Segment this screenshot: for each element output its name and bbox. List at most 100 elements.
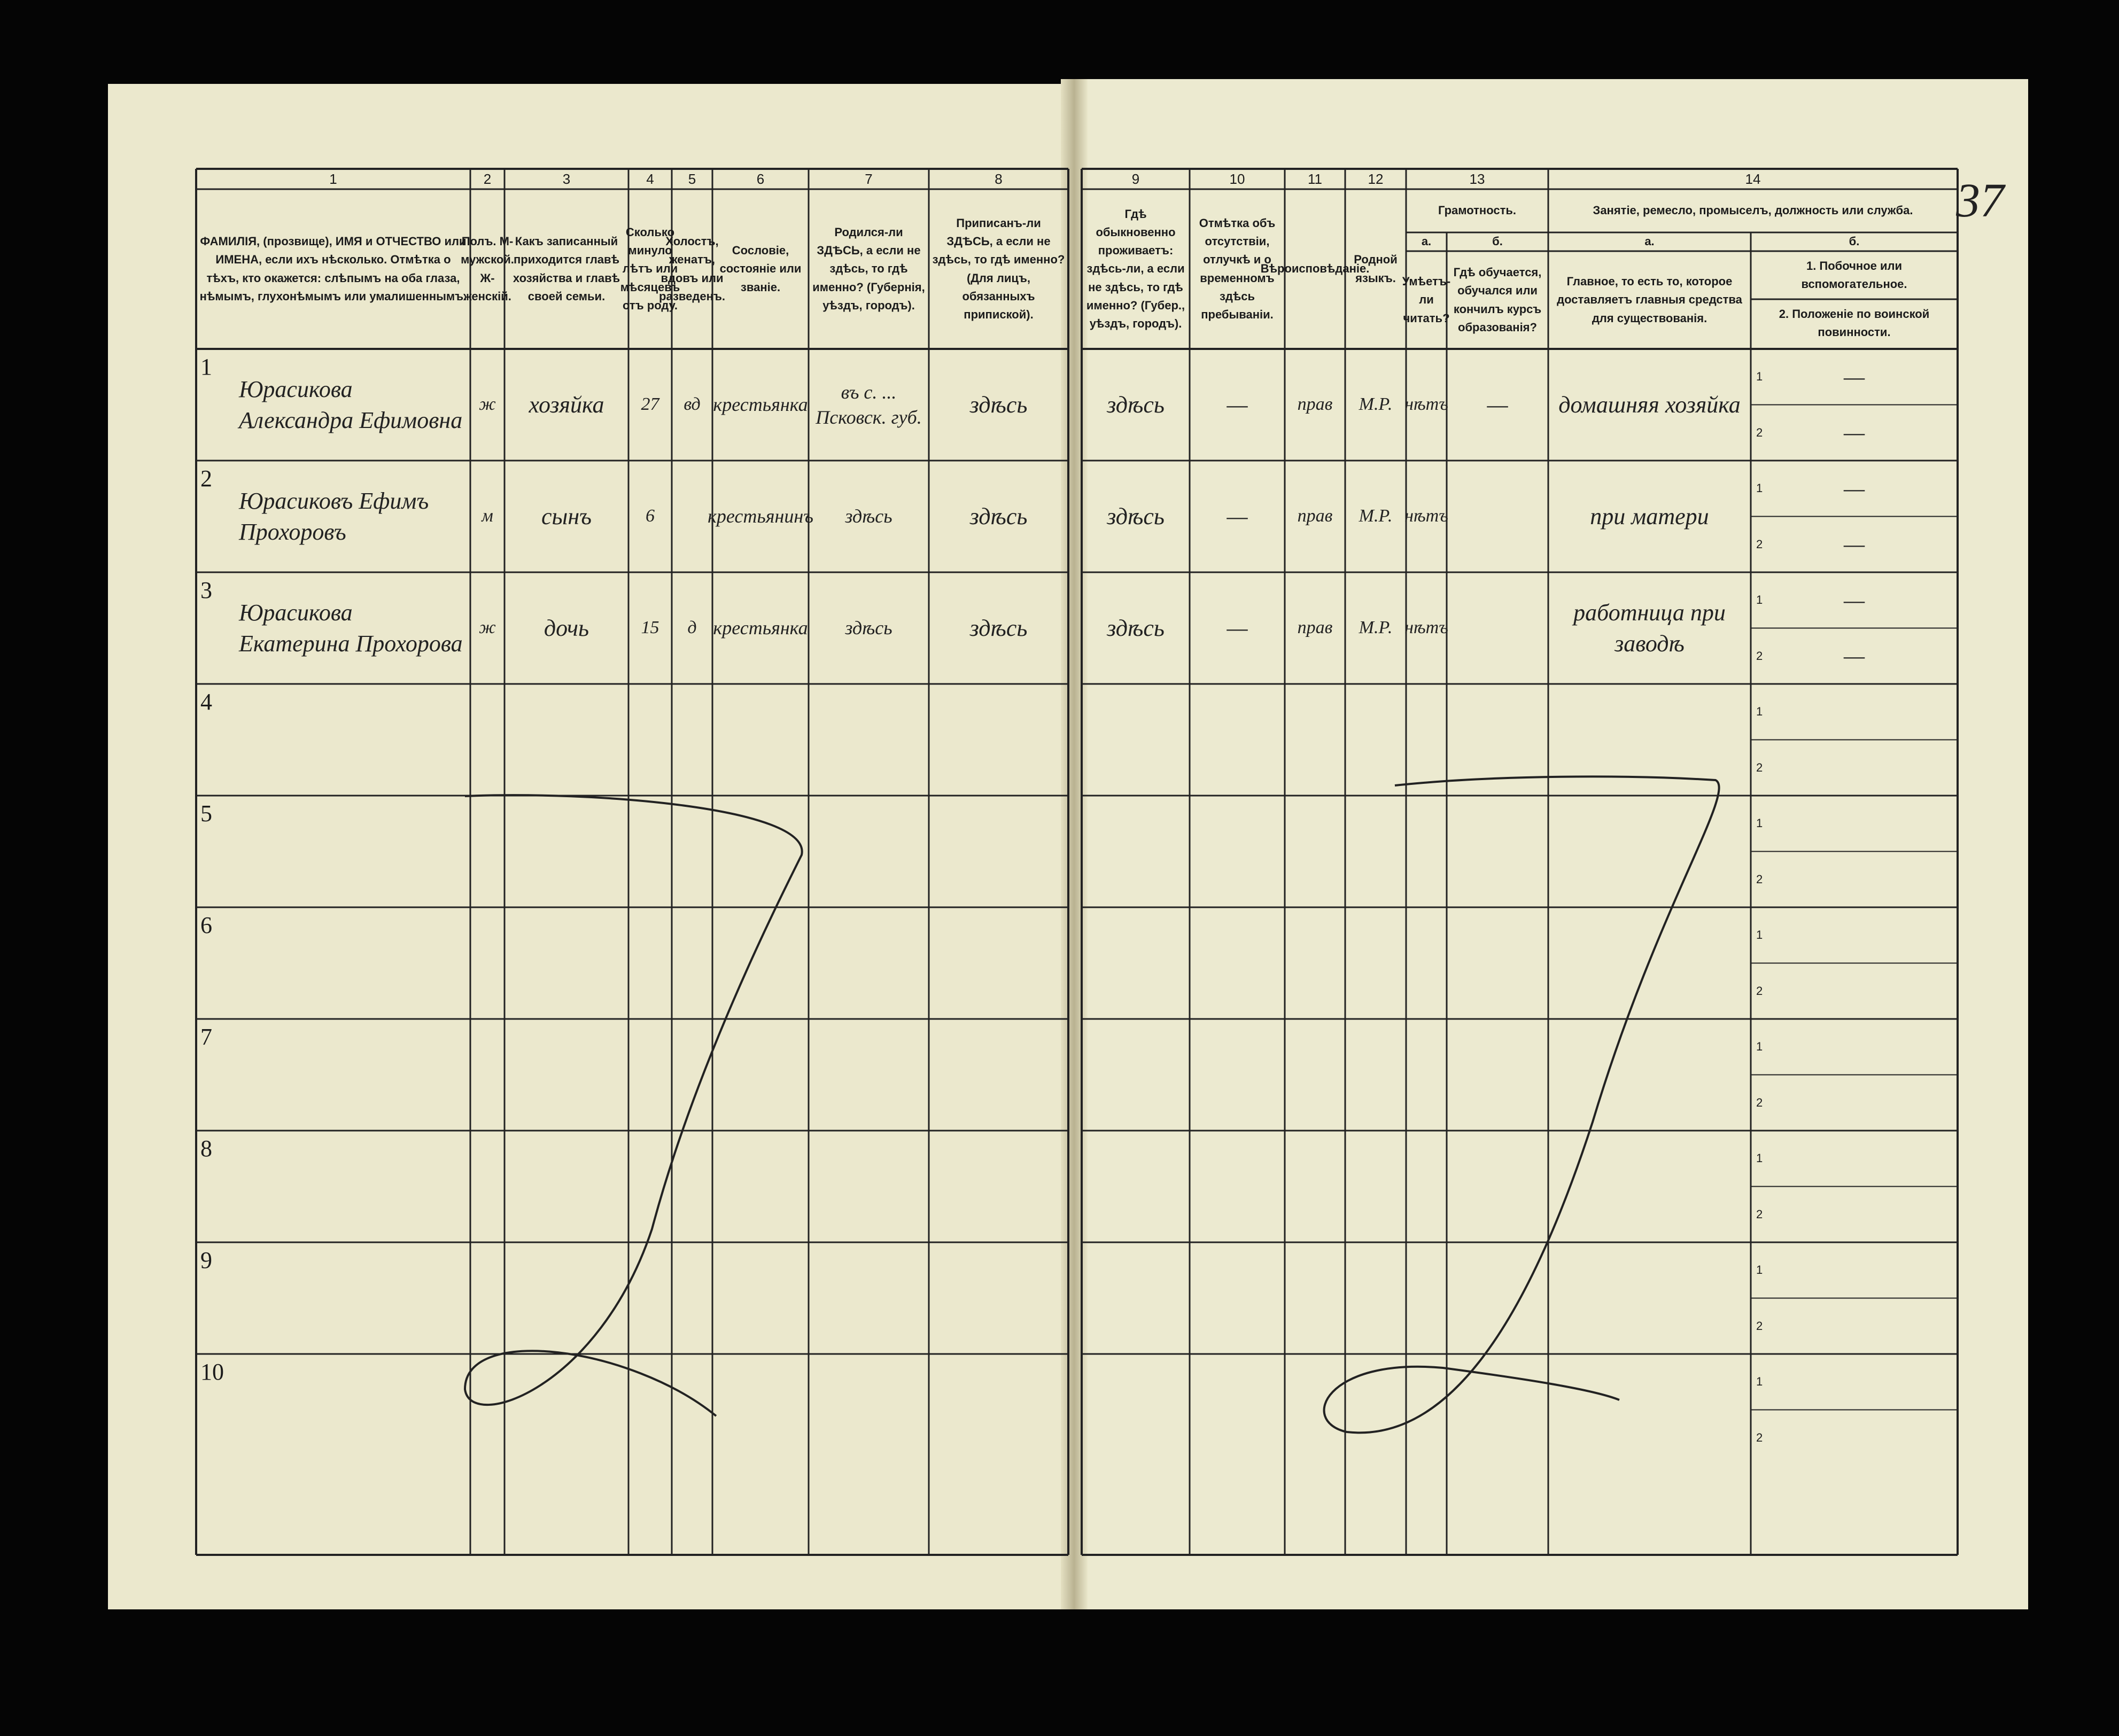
sub-row-label: 1 bbox=[1756, 1040, 1763, 1054]
handwritten-entry: 15 bbox=[641, 618, 659, 638]
handwritten-entry: домашняя хозяйка bbox=[1558, 391, 1741, 418]
handwritten-entry: — bbox=[1843, 643, 1865, 670]
handwritten-entry: здѣсь bbox=[845, 505, 892, 527]
handwritten-entry: прав bbox=[1297, 506, 1333, 526]
handwritten-entry: Юрасикова Екатерина Прохорова bbox=[239, 600, 463, 657]
sub-row-label: 1 bbox=[1756, 1151, 1763, 1165]
column-number: 9 bbox=[1131, 170, 1140, 187]
handwritten-entry: крестьянка bbox=[713, 617, 808, 639]
column-number: 2 bbox=[483, 170, 492, 187]
column-number: 14 bbox=[1745, 170, 1761, 187]
row-number: 6 bbox=[200, 912, 212, 938]
column-header: Приписанъ-ли ЗДѢСЬ, а если не здѣсь, то … bbox=[932, 216, 1065, 321]
column-number: 8 bbox=[995, 170, 1003, 187]
handwritten-entry: — bbox=[1227, 614, 1248, 641]
sub-row-label: 2 bbox=[1756, 1319, 1763, 1333]
row-number: 8 bbox=[200, 1135, 212, 1162]
column-header: Отмѣтка объ отсутствіи, отлучкѣ и о врем… bbox=[1199, 216, 1276, 321]
handwritten-entry: — bbox=[1843, 475, 1865, 502]
sub-row-label: 1 bbox=[1756, 1263, 1763, 1277]
column-number: 13 bbox=[1469, 170, 1485, 187]
handwritten-entry: — bbox=[1843, 363, 1865, 390]
subcolumn-header: Умѣетъ-ли читать? bbox=[1402, 275, 1451, 325]
column-header: Холостъ, женатъ, вдовъ или разведенъ. bbox=[659, 235, 726, 303]
subcolumn-header: Гдѣ обучается, обучался или кончилъ курс… bbox=[1453, 266, 1542, 334]
handwritten-entry: — bbox=[1843, 587, 1865, 613]
handwritten-entry: работница при заводѣ bbox=[1573, 600, 1726, 657]
handwritten-entry: вд bbox=[684, 394, 701, 415]
sub-row-label: 2 bbox=[1756, 537, 1763, 551]
handwritten-entry: — bbox=[1843, 531, 1865, 558]
column-number: 7 bbox=[865, 170, 873, 187]
handwritten-entry: хозяйка bbox=[529, 391, 604, 418]
handwritten-entry: м bbox=[482, 506, 493, 526]
handwritten-entry: — bbox=[1487, 391, 1508, 418]
column-number: 11 bbox=[1308, 170, 1322, 187]
sub-row-label: 1 bbox=[1756, 370, 1763, 384]
sub-row-label: 2 bbox=[1756, 760, 1763, 774]
column-header: Какъ записанный приходится главѣ хозяйст… bbox=[513, 235, 620, 303]
handwritten-entry: прав bbox=[1297, 618, 1333, 638]
left-page bbox=[108, 84, 1078, 1609]
sub-row-label: 2 bbox=[1756, 1095, 1763, 1109]
handwritten-entry: крестьянка bbox=[713, 394, 808, 416]
handwritten-entry: въ с. ... Псковск. губ. bbox=[816, 381, 922, 428]
handwritten-entry: здѣсь bbox=[1107, 391, 1165, 418]
subcolumn-letter: а. bbox=[1421, 235, 1432, 248]
column-number: 5 bbox=[688, 170, 696, 187]
cancel-flourish bbox=[1323, 775, 1720, 1434]
handwritten-entry: здѣсь bbox=[1107, 503, 1165, 530]
handwritten-entry: здѣсь bbox=[1107, 614, 1165, 641]
column-header: Занятіе, ремесло, промыселъ, должность и… bbox=[1593, 204, 1913, 217]
column-header: Сословіе, состояніе или званіе. bbox=[719, 244, 802, 294]
handwritten-entry: нѣтъ bbox=[1404, 618, 1448, 638]
sub-row-label: 1 bbox=[1756, 1375, 1763, 1389]
subcolumn-letter: б. bbox=[1849, 235, 1860, 248]
row-number: 3 bbox=[200, 577, 212, 603]
row-number: 4 bbox=[200, 689, 212, 715]
column-number: 12 bbox=[1368, 170, 1384, 187]
handwritten-entry: 6 bbox=[646, 506, 655, 526]
subcolumn-letter: а. bbox=[1644, 235, 1655, 248]
handwritten-entry: Юрасикова Александра Ефимовна bbox=[239, 376, 463, 433]
handwritten-entry: здѣсь bbox=[845, 617, 892, 639]
handwritten-entry: крестьянинъ bbox=[708, 505, 813, 527]
subcolumn-header: 1. Побочное или вспомогательное. bbox=[1801, 259, 1907, 291]
column-number: 10 bbox=[1229, 170, 1245, 187]
page-number: 37 bbox=[1956, 174, 2004, 227]
row-number: 5 bbox=[200, 800, 212, 827]
handwritten-entry: при матери bbox=[1590, 503, 1709, 530]
handwritten-entry: дочь bbox=[544, 614, 589, 641]
sub-row-label: 1 bbox=[1756, 928, 1763, 942]
handwritten-entry: М.Р. bbox=[1359, 618, 1393, 638]
column-number: 3 bbox=[562, 170, 571, 187]
column-header: Родился-ли ЗДѢСЬ, а если не здѣсь, то гд… bbox=[812, 225, 925, 312]
handwritten-entry: Юрасиковъ Ефимъ Прохоровъ bbox=[239, 488, 429, 545]
sub-row-label: 2 bbox=[1756, 1430, 1763, 1444]
sub-row-label: 1 bbox=[1756, 481, 1763, 495]
handwritten-entry: — bbox=[1843, 419, 1865, 446]
handwritten-entry: ж bbox=[479, 618, 496, 638]
handwritten-entry: д bbox=[687, 618, 697, 638]
handwritten-entry: прав bbox=[1297, 394, 1333, 415]
column-header: Полъ. М-мужской. Ж-женскій. bbox=[461, 235, 514, 303]
column-header: Вѣроисповѣданіе. bbox=[1260, 262, 1370, 276]
sub-row-label: 1 bbox=[1756, 593, 1763, 607]
sub-row-label: 2 bbox=[1756, 872, 1763, 886]
column-number: 1 bbox=[329, 170, 337, 187]
row-number: 2 bbox=[200, 465, 212, 492]
handwritten-entry: нѣтъ bbox=[1404, 394, 1448, 415]
handwritten-entry: М.Р. bbox=[1359, 506, 1393, 526]
row-number: 9 bbox=[200, 1247, 212, 1273]
row-number: 1 bbox=[200, 354, 212, 380]
handwritten-entry: здѣсь bbox=[969, 614, 1028, 641]
subcolumn-header: Главное, то есть то, которое доставляетъ… bbox=[1557, 275, 1742, 325]
handwritten-entry: — bbox=[1227, 503, 1248, 530]
column-header: Родной языкъ. bbox=[1354, 253, 1398, 285]
column-number: 6 bbox=[756, 170, 765, 187]
sub-row-label: 2 bbox=[1756, 425, 1763, 439]
row-number: 7 bbox=[200, 1024, 212, 1050]
handwritten-entry: сынъ bbox=[541, 503, 592, 530]
